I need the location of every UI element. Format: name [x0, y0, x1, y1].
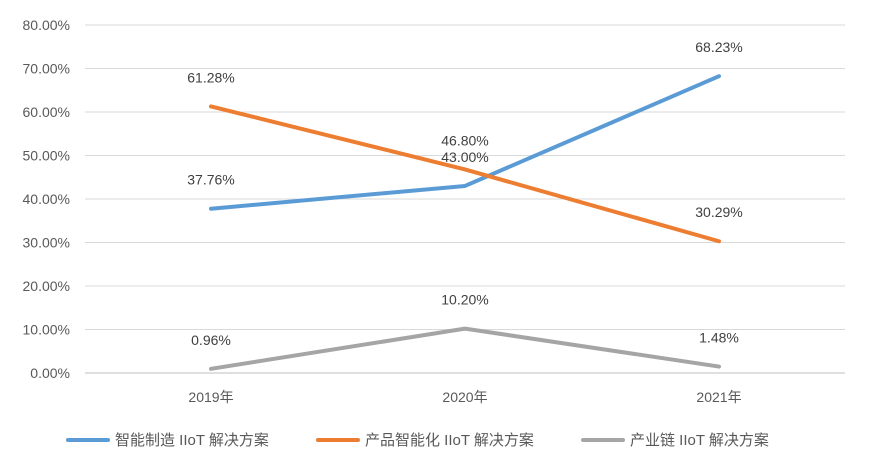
data-label: 43.00% — [441, 149, 488, 165]
y-tick-label: 50.00% — [23, 148, 70, 164]
y-tick-label: 80.00% — [23, 17, 70, 33]
data-label: 0.96% — [191, 332, 231, 348]
data-label: 61.28% — [187, 69, 234, 85]
y-tick-label: 10.00% — [23, 322, 70, 338]
y-tick-label: 60.00% — [23, 104, 70, 120]
x-tick-label: 2021年 — [696, 389, 741, 405]
y-tick-label: 40.00% — [23, 191, 70, 207]
data-label: 1.48% — [699, 330, 739, 346]
y-tick-label: 0.00% — [30, 365, 70, 381]
data-label: 30.29% — [695, 204, 742, 220]
legend: 智能制造 IIoT 解决方案 产品智能化 IIoT 解决方案 产业链 IIoT 解决… — [66, 431, 769, 449]
data-labels: 37.76% 43.00% 68.23% 61.28% 46.80% 30.29% 0.96… — [187, 39, 742, 348]
data-label: 10.20% — [441, 292, 488, 308]
series-line-0 — [209, 74, 721, 211]
series-line-1 — [209, 104, 721, 244]
data-label: 68.23% — [695, 39, 742, 55]
series-lines — [209, 74, 721, 371]
legend-label: 产品智能化 IIoT 解决方案 — [365, 431, 534, 449]
legend-label: 产业链 IIoT 解决方案 — [630, 431, 769, 449]
y-tick-label: 30.00% — [23, 235, 70, 251]
y-axis-ticks: 0.00% 10.00% 20.00% 30.00% 40.00% 50.00% 60.00… — [23, 17, 70, 381]
data-label: 37.76% — [187, 172, 234, 188]
gridlines — [85, 24, 845, 374]
data-label: 46.80% — [441, 132, 488, 148]
y-tick-label: 20.00% — [23, 278, 70, 294]
x-axis-ticks: 2019年 2020年 2021年 — [188, 389, 741, 405]
x-tick-label: 2020年 — [442, 389, 487, 405]
series-line-2 — [209, 326, 721, 371]
y-tick-label: 70.00% — [23, 61, 70, 77]
x-tick-label: 2019年 — [188, 389, 233, 405]
legend-label: 智能制造 IIoT 解决方案 — [115, 431, 269, 449]
